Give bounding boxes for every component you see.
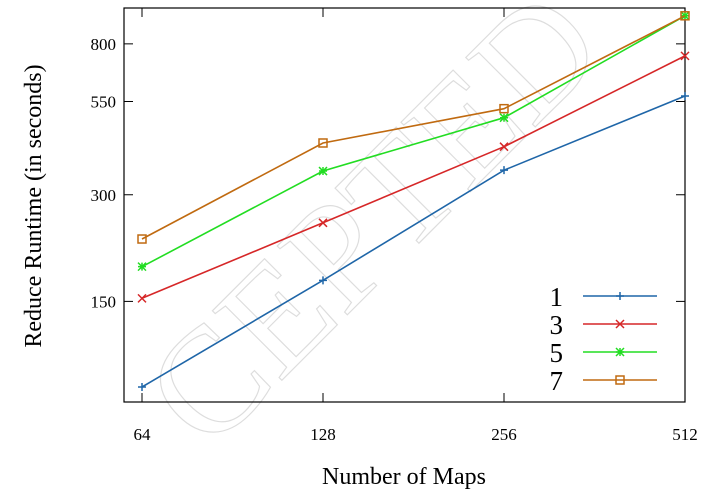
series-line xyxy=(141,95,686,388)
x-tick-label: 256 xyxy=(491,425,517,444)
data-point xyxy=(681,92,689,101)
data-point xyxy=(138,382,146,391)
data-point xyxy=(137,293,147,303)
axis-ticks: 150 300 550 800 64 128 256 512 xyxy=(91,8,698,444)
y-tick-label: 150 xyxy=(91,292,117,311)
y-tick-label: 550 xyxy=(91,93,117,112)
data-point xyxy=(500,166,508,175)
series-3 xyxy=(137,51,690,303)
data-point xyxy=(318,166,328,176)
data-point xyxy=(680,51,690,61)
legend-marker xyxy=(615,375,625,385)
legend-entry-5: 5 xyxy=(550,338,657,368)
legend-marker xyxy=(615,319,625,329)
legend-label: 1 xyxy=(550,282,564,312)
data-point xyxy=(137,234,147,244)
legend-label: 7 xyxy=(550,366,564,396)
data-point xyxy=(499,103,509,114)
legend-marker xyxy=(615,347,625,357)
legend-entry-7: 7 xyxy=(550,366,657,396)
data-point xyxy=(318,218,328,228)
watermark-text: CEPTED xyxy=(114,0,632,477)
series-7 xyxy=(137,11,690,244)
y-tick-label: 300 xyxy=(91,186,117,205)
legend-entry-1: 1 xyxy=(550,282,657,312)
data-point xyxy=(137,262,147,272)
x-tick-label: 64 xyxy=(134,425,152,444)
data-point xyxy=(319,276,327,285)
series-1 xyxy=(138,92,689,391)
legend-entry-3: 3 xyxy=(550,310,657,340)
plot-frame xyxy=(123,7,686,403)
legend-label: 5 xyxy=(550,338,564,368)
series-line xyxy=(141,15,686,240)
data-point xyxy=(499,142,509,152)
y-axis-label: Reduce Runtime (in seconds) xyxy=(21,64,47,347)
x-tick-label: 512 xyxy=(672,425,698,444)
legend-label: 3 xyxy=(550,310,564,340)
x-tick-label: 128 xyxy=(310,425,336,444)
series-line xyxy=(141,55,686,300)
data-point xyxy=(680,11,690,21)
series-layer xyxy=(137,11,690,391)
y-tick-label: 800 xyxy=(91,35,117,54)
data-point xyxy=(499,113,509,123)
legend-marker xyxy=(616,292,624,300)
x-axis-label: Number of Maps xyxy=(322,464,486,490)
series-line xyxy=(141,15,686,268)
data-point xyxy=(318,138,328,148)
